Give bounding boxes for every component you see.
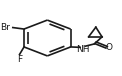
Text: O: O: [106, 43, 113, 52]
Text: NH: NH: [76, 45, 90, 54]
Text: Br: Br: [0, 23, 10, 32]
Text: F: F: [17, 55, 22, 64]
